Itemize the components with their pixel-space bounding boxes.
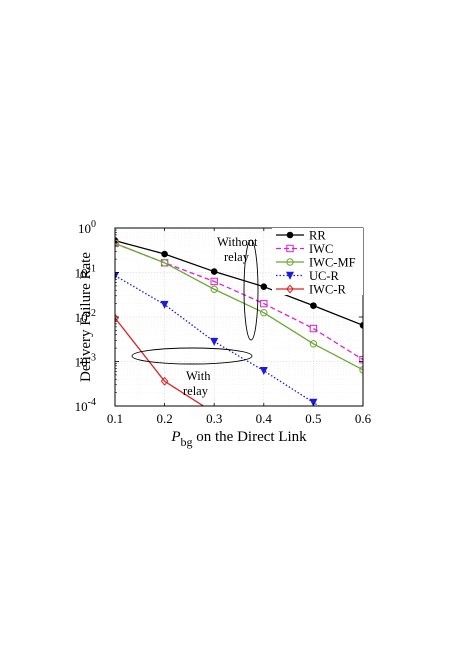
x-axis-label-subscript: bg: [181, 435, 193, 449]
annotation-without-relay-line1: Without: [217, 235, 258, 249]
data-point-uc-r: [259, 367, 268, 376]
annotation-with-relay-line1: With: [186, 369, 211, 383]
data-point-iwc: [260, 299, 268, 308]
x-tick-label: 0.2: [156, 411, 172, 426]
data-point-rr: [210, 268, 218, 275]
legend-label-rr: RR: [309, 229, 326, 243]
x-tick-label: 0.5: [305, 411, 321, 426]
legend-marker-iwc-r: [286, 284, 294, 294]
x-tick-label: 0.6: [355, 411, 372, 426]
data-point-uc-r: [115, 271, 120, 280]
x-tick-labels: 0.1 0.2 0.3 0.4 0.5 0.6: [107, 411, 372, 426]
legend-marker-iwc: [286, 244, 294, 253]
annotation-without-relay-line2: relay: [224, 250, 250, 264]
data-point-iwc-mf: [210, 285, 218, 293]
annotation-with-relay-line2: relay: [183, 384, 209, 398]
x-tick-label: 0.4: [256, 411, 273, 426]
legend-label-iwc-r: IWC-R: [309, 283, 346, 297]
y-tick-labels: 100 10-1 10-2 10-3 10-4: [75, 219, 96, 414]
x-axis-label: Pbg on the Direct Link: [170, 429, 307, 449]
data-point-rr: [310, 302, 317, 309]
data-point-rr: [359, 322, 363, 329]
annotation-ellipse-without-relay: [243, 239, 259, 341]
series-line-rr: [115, 240, 363, 326]
y-tick-label: 10-1: [75, 264, 96, 281]
data-point-iwc-mf: [160, 259, 169, 267]
series-line-iwc-r: [115, 317, 205, 406]
legend-marker-rr: [286, 231, 294, 239]
data-point-iwc: [210, 277, 218, 286]
x-axis-label-text: on the Direct Link: [193, 429, 308, 445]
series-layer: [115, 237, 363, 406]
data-point-iwc-mf: [309, 340, 318, 348]
legend-marker-iwc-mf: [286, 258, 294, 266]
legend-label-uc-r: UC-R: [309, 269, 340, 283]
y-axis-label: Delivery Failure Rate: [78, 252, 94, 382]
grid: [115, 228, 363, 406]
data-point-iwc-r: [160, 376, 169, 386]
data-point-iwc: [309, 324, 318, 333]
y-tick-label: 10-4: [75, 397, 96, 414]
data-point-iwc-mf: [260, 308, 268, 317]
legend-marker-uc-r: [285, 271, 295, 280]
legend-label-iwc: IWC: [309, 242, 333, 256]
data-point-uc-r: [160, 300, 169, 309]
series-line-iwc-mf: [115, 242, 363, 371]
legend-label-iwc-mf: IWC-MF: [309, 256, 356, 270]
data-point-rr: [260, 283, 268, 290]
y-tick-label: 100: [78, 219, 96, 236]
series-line-uc-r: [115, 275, 321, 406]
data-point-uc-r: [309, 398, 318, 406]
x-tick-label: 0.3: [206, 411, 222, 426]
y-tick-label: 10-3: [75, 353, 96, 370]
x-axis-label-symbol: P: [170, 429, 180, 445]
y-tick-label: 10-2: [75, 308, 96, 325]
data-point-rr: [161, 250, 168, 258]
data-point-uc-r: [210, 337, 219, 346]
x-tick-label: 0.1: [107, 411, 123, 426]
annotation-ellipse-with-relay: [131, 347, 253, 365]
